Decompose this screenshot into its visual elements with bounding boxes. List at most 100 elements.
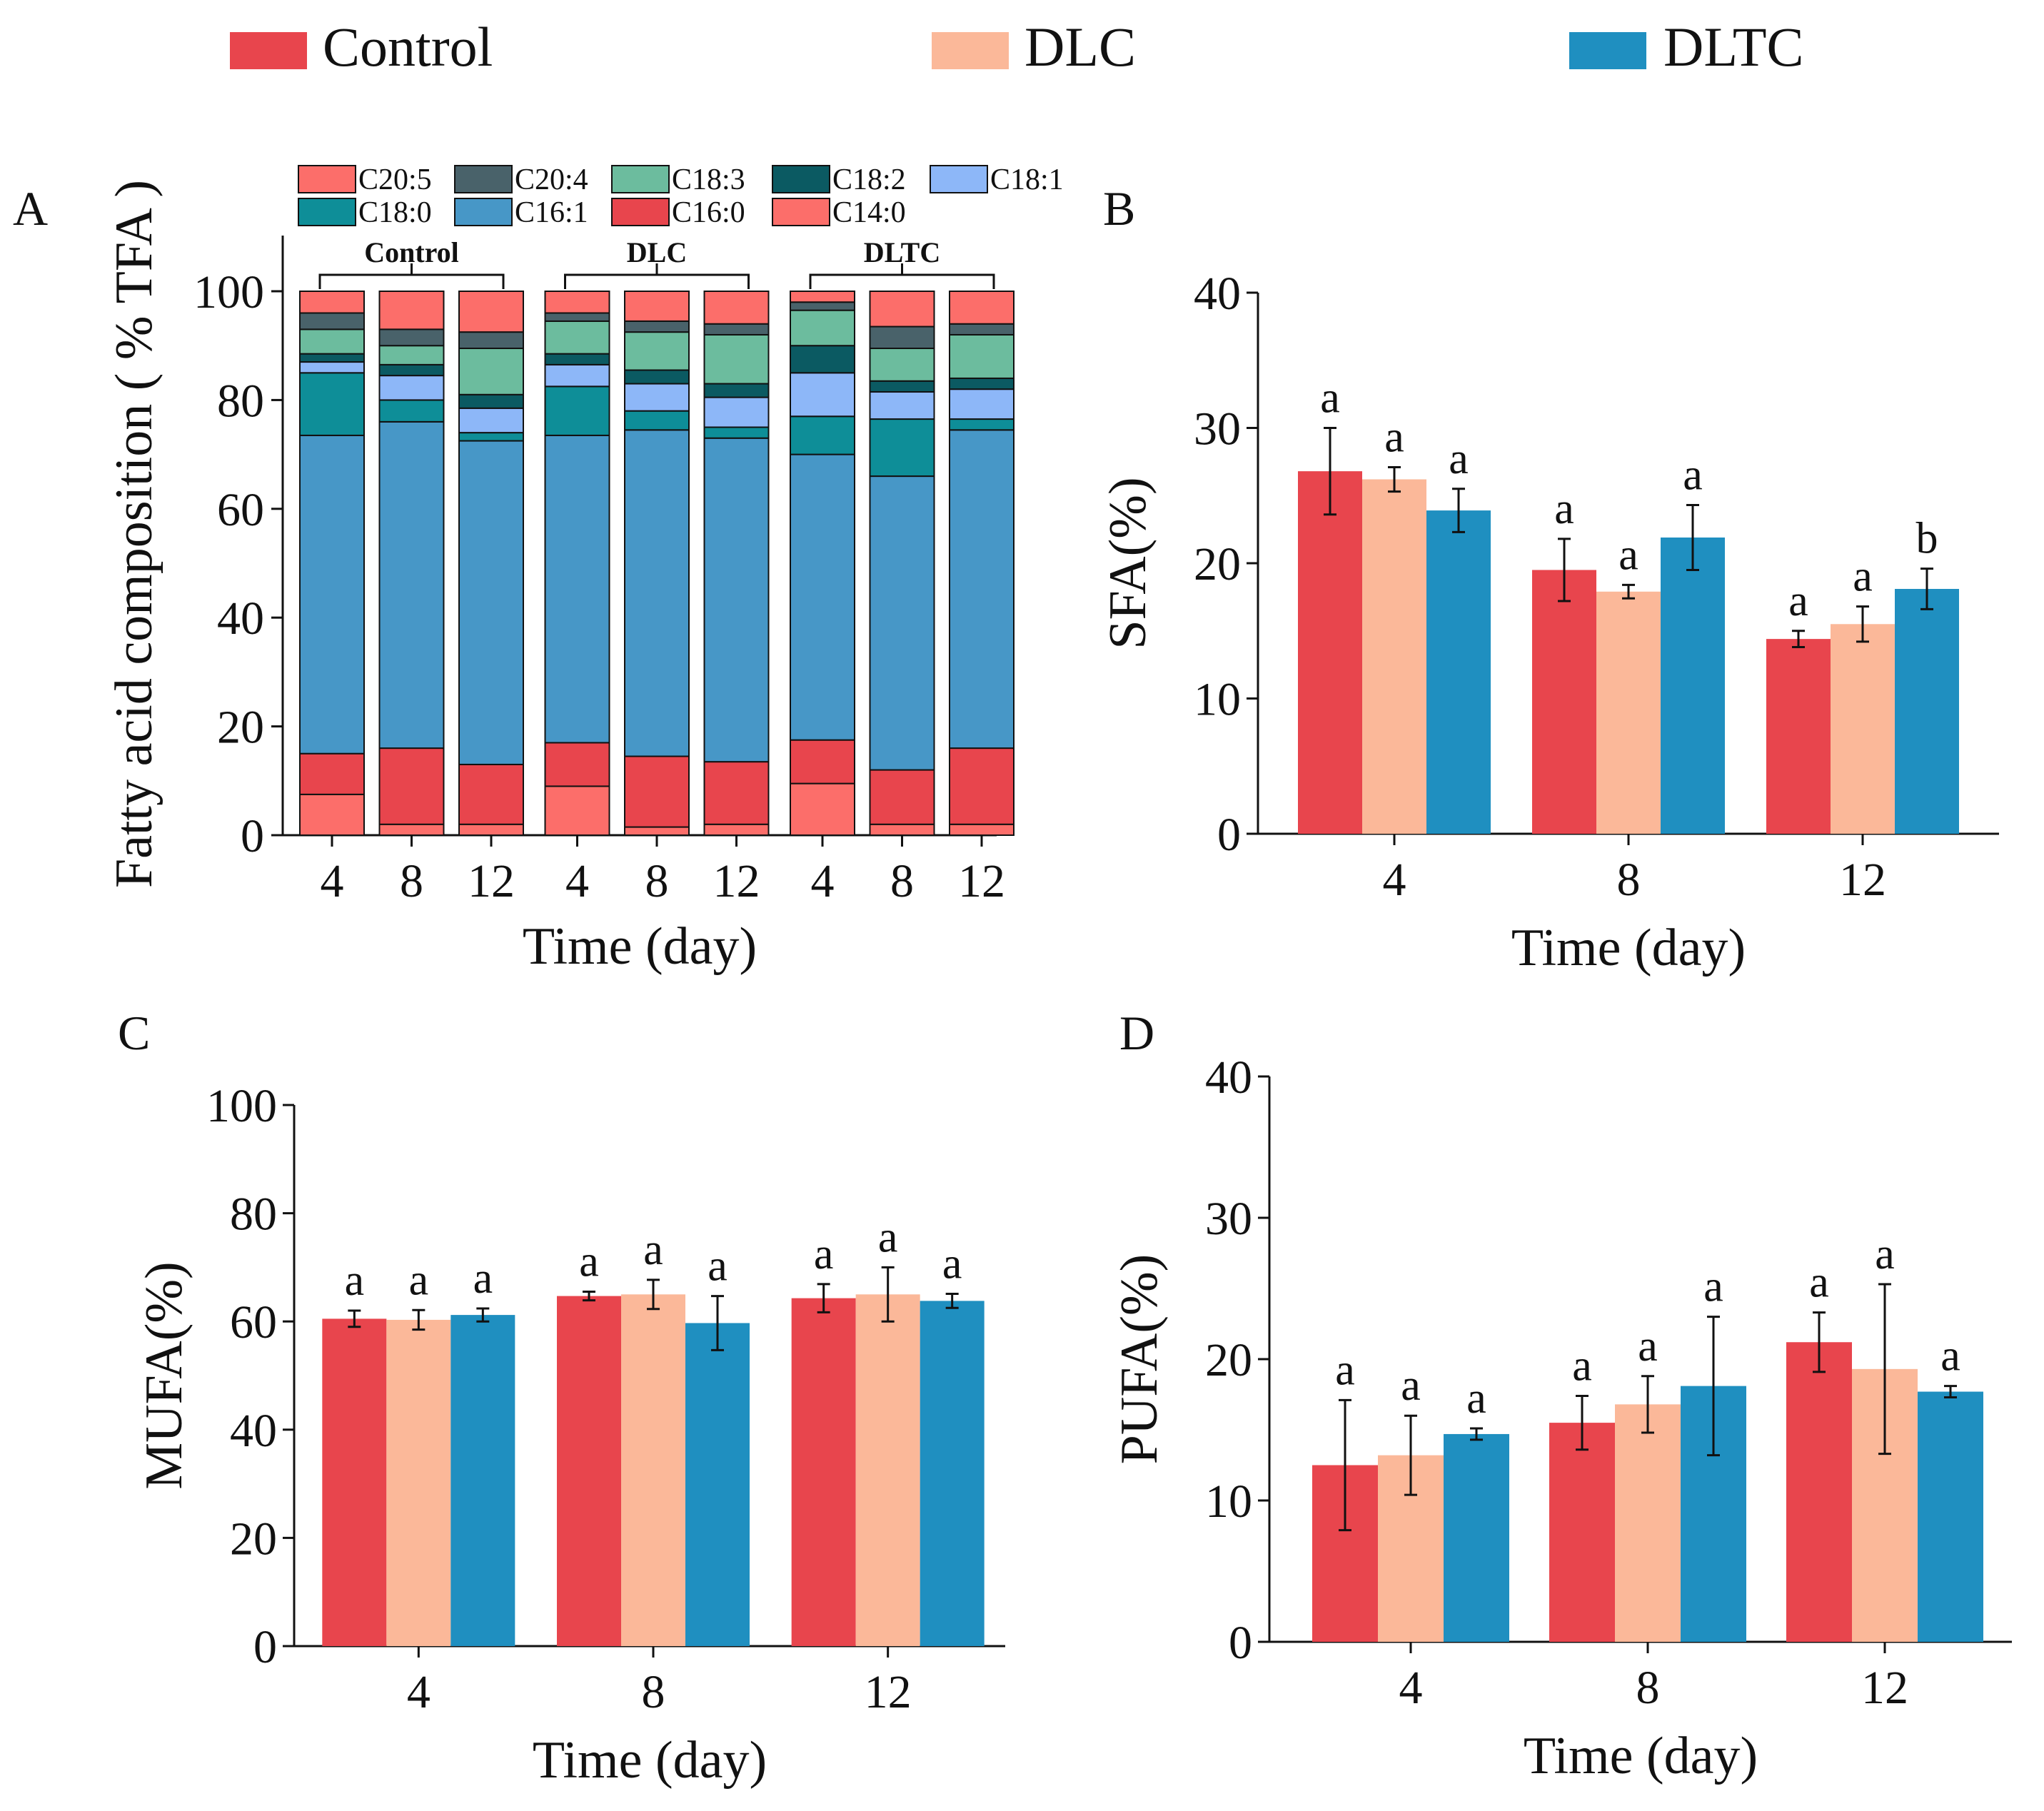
- y-tick-label: 100: [193, 266, 264, 318]
- fa-legend-swatch-c18-0: [298, 198, 356, 226]
- stack-segment-c18-0-bar-6: [703, 426, 770, 439]
- x-tick-label: 4: [407, 1666, 431, 1718]
- stack-segment-c20-5-bar-4: [544, 291, 610, 314]
- x-tick-label: 12: [958, 855, 1005, 907]
- fa-legend-swatch-c14-0: [772, 198, 830, 226]
- panel-label-d: D: [1119, 1006, 1154, 1060]
- fa-legend-swatch-c20-5: [298, 165, 356, 193]
- stack-segment-c20-5-bar-3: [458, 291, 524, 333]
- bar-dltc-day-4: [1426, 510, 1491, 834]
- significance-letter: a: [1875, 1230, 1895, 1278]
- significance-letter: a: [1809, 1258, 1829, 1307]
- y-tick-label: 20: [1194, 538, 1241, 590]
- stack-segment-c20-5-bar-7: [790, 291, 855, 303]
- stack-segment-c18-2-bar-1: [299, 353, 365, 363]
- x-tick-label: 12: [713, 855, 760, 907]
- significance-letter: a: [1683, 451, 1703, 500]
- stack-segment-c16-1-bar-7: [790, 453, 855, 741]
- x-tick-label: 8: [642, 1666, 665, 1718]
- stack-segment-c18-3-bar-6: [703, 333, 770, 385]
- significance-letter: a: [1384, 413, 1404, 461]
- y-tick-label: 60: [230, 1296, 277, 1348]
- stack-segment-c18-1-bar-2: [378, 375, 445, 401]
- significance-letter: a: [1320, 374, 1340, 423]
- x-axis-title: Time (day): [1524, 1727, 1758, 1785]
- bar-dlc-day-4: [1362, 479, 1426, 834]
- bar-dlc-day-8: [1596, 591, 1661, 834]
- bar-control-day-12: [1786, 1342, 1852, 1642]
- significance-letter: a: [1940, 1332, 1960, 1381]
- y-tick-label: 10: [1194, 674, 1241, 726]
- x-tick-label: 4: [1399, 1662, 1423, 1714]
- group-bracket-dlc: [564, 273, 750, 289]
- y-tick-label: 60: [217, 484, 264, 536]
- y-tick-label: 80: [230, 1189, 277, 1241]
- stack-segment-c20-4-bar-9: [949, 323, 1015, 336]
- stack-segment-c20-5-bar-5: [624, 291, 690, 322]
- bar-dlc-day-4: [386, 1319, 451, 1646]
- stack-segment-c18-2-bar-9: [949, 377, 1015, 390]
- legend-item-dltc: DLTC: [1569, 16, 1804, 78]
- stack-segment-c20-4-bar-3: [458, 331, 524, 350]
- y-axis-title: PUFA(%): [1110, 1254, 1169, 1465]
- bar-dltc-day-12: [920, 1301, 985, 1646]
- bar-dltc-day-4: [1444, 1433, 1509, 1642]
- panel-label-b: B: [1103, 181, 1135, 236]
- bar-dltc-day-4: [450, 1315, 515, 1646]
- x-tick-label: 4: [811, 855, 835, 907]
- significance-letter: a: [579, 1238, 599, 1286]
- y-tick-label: 100: [206, 1080, 277, 1132]
- x-tick-label: 4: [565, 855, 589, 907]
- bar-dlc-day-8: [1615, 1404, 1681, 1642]
- legend-item-dlc: DLC: [932, 16, 1136, 78]
- fa-legend-swatch-c16-0: [611, 198, 670, 226]
- x-axis-title: Time (day): [523, 917, 757, 976]
- stack-segment-c18-2-bar-8: [869, 380, 935, 393]
- x-tick-label: 8: [645, 855, 669, 907]
- stack-segment-c18-0-bar-3: [458, 432, 524, 442]
- x-tick-label: 12: [865, 1666, 912, 1718]
- legend-item-control: Control: [230, 16, 493, 78]
- stack-segment-c16-1-bar-8: [869, 475, 935, 771]
- group-bracket-control: [318, 273, 505, 289]
- bar-control-day-12: [791, 1298, 856, 1646]
- significance-letter: a: [1572, 1341, 1592, 1390]
- stack-segment-c18-3-bar-5: [624, 331, 690, 371]
- fa-legend-label-c16-0: C16:0: [672, 196, 745, 229]
- stack-segment-c14-0-bar-1: [299, 793, 365, 836]
- significance-letter: a: [1788, 577, 1808, 625]
- legend-swatch-dltc: [1569, 32, 1646, 69]
- stack-segment-c16-0-bar-1: [299, 752, 365, 795]
- x-tick-label: 4: [321, 855, 344, 907]
- y-tick-label: 0: [1229, 1617, 1252, 1669]
- stack-segment-c14-0-bar-2: [378, 823, 445, 837]
- stack-segment-c20-4-bar-4: [544, 312, 610, 322]
- stack-segment-c18-3-bar-4: [544, 320, 610, 355]
- stack-segment-c18-3-bar-8: [869, 348, 935, 382]
- bar-control-day-8: [557, 1296, 621, 1646]
- y-tick-label: 0: [253, 1621, 277, 1673]
- y-axis-title: SFA(%): [1099, 477, 1157, 649]
- fa-legend-swatch-c16-1: [454, 198, 513, 226]
- y-axis-title: MUFA(%): [135, 1261, 193, 1489]
- x-tick-label: 4: [1383, 854, 1406, 906]
- stack-segment-c16-0-bar-5: [624, 755, 690, 828]
- group-legend: Control DLC DLTC: [230, 16, 1804, 78]
- significance-letter: a: [1638, 1322, 1658, 1371]
- significance-letter: a: [942, 1240, 962, 1288]
- stack-segment-c18-3-bar-9: [949, 333, 1015, 379]
- stack-segment-c16-1-bar-3: [458, 440, 524, 765]
- panel-label-c: C: [118, 1006, 150, 1060]
- y-tick-label: 40: [217, 592, 264, 645]
- stack-segment-c18-2-bar-6: [703, 383, 770, 398]
- stack-segment-c16-1-bar-1: [299, 434, 365, 755]
- significance-letter: a: [473, 1254, 493, 1303]
- stack-segment-c16-0-bar-7: [790, 739, 855, 785]
- stack-segment-c20-4-bar-6: [703, 323, 770, 336]
- bar-dlc-day-12: [855, 1294, 920, 1646]
- significance-letter: a: [1554, 485, 1574, 533]
- fa-legend-label-c16-1: C16:1: [515, 196, 588, 229]
- y-tick-label: 40: [230, 1405, 277, 1457]
